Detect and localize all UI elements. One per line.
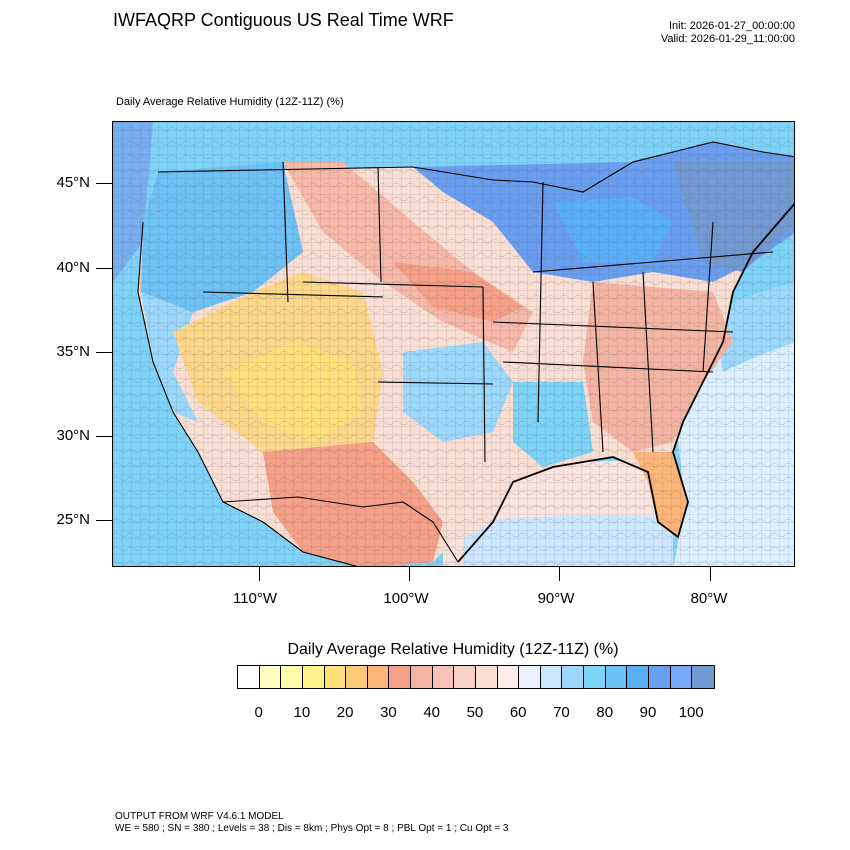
colorbar-swatch	[605, 666, 628, 688]
colorbar-swatch	[540, 666, 563, 688]
colorbar-swatch	[259, 666, 282, 688]
lon-label-80w: 80°W	[690, 590, 728, 607]
lon-tick	[710, 567, 711, 581]
colorbar-swatch	[238, 666, 260, 688]
colorbar-swatch	[324, 666, 347, 688]
humidity-map	[113, 122, 794, 566]
contour-overlay	[113, 122, 794, 566]
lat-tick	[96, 436, 112, 437]
lon-tick	[409, 567, 410, 581]
colorbar-tick-label: 100	[678, 704, 704, 721]
model-info-line1: OUTPUT FROM WRF V4.6.1 MODEL	[115, 811, 284, 822]
colorbar-swatch	[367, 666, 390, 688]
page-title: IWFAQRP Contiguous US Real Time WRF	[113, 10, 454, 30]
lat-tick	[96, 352, 112, 353]
field-label: Daily Average Relative Humidity (12Z-11Z…	[116, 96, 344, 108]
map-panel	[112, 121, 795, 567]
lat-label-30: 30°N	[56, 427, 90, 444]
colorbar-swatch	[389, 666, 411, 688]
lat-tick	[96, 183, 112, 184]
colorbar-tick-label: 10	[293, 704, 311, 721]
colorbar-tick-label: 20	[336, 704, 354, 721]
colorbar-tick-label: 0	[254, 704, 263, 721]
colorbar-swatch	[454, 666, 476, 688]
colorbar-swatch	[670, 666, 693, 688]
lon-label-90w: 90°W	[537, 590, 575, 607]
lon-label-100w: 100°W	[383, 590, 429, 607]
colorbar-tick-label: 60	[509, 704, 527, 721]
colorbar-swatch	[302, 666, 325, 688]
gulf-coastline	[457, 202, 794, 563]
colorbar-tick-label: 90	[639, 704, 657, 721]
lat-label-25: 25°N	[56, 511, 90, 528]
init-time: Init: 2026-01-27_00:00:00	[669, 20, 795, 32]
lat-label-45: 45°N	[56, 174, 90, 191]
colorbar-swatch	[692, 666, 714, 688]
lon-label-110w: 110°W	[232, 590, 278, 607]
colorbar-title: Daily Average Relative Humidity (12Z-11Z…	[287, 641, 619, 658]
colorbar-swatch	[432, 666, 455, 688]
lat-label-40: 40°N	[56, 259, 90, 276]
colorbar-swatch	[411, 666, 433, 688]
colorbar-swatch	[627, 666, 649, 688]
colorbar-tick-label: 50	[466, 704, 484, 721]
state-borders	[137, 141, 794, 566]
lat-label-35: 35°N	[56, 343, 90, 360]
colorbar-swatch	[281, 666, 303, 688]
colorbar-tick-label: 40	[423, 704, 440, 721]
lon-tick	[259, 567, 260, 581]
colorbar-tick-label: 70	[553, 704, 570, 721]
colorbar-swatch	[497, 666, 520, 688]
colorbar-swatch	[346, 666, 368, 688]
colorbar-tick-label: 80	[596, 704, 614, 721]
colorbar-swatch	[584, 666, 606, 688]
lon-tick	[559, 567, 560, 581]
colorbar-swatch	[562, 666, 584, 688]
valid-time: Valid: 2026-01-29_11:00:00	[660, 33, 795, 45]
lat-tick	[96, 268, 112, 269]
colorbar-tick-label: 30	[380, 704, 397, 721]
colorbar-swatch	[475, 666, 498, 688]
colorbar	[237, 665, 715, 689]
model-info-line2: WE = 580 ; SN = 380 ; Levels = 38 ; Dis …	[115, 823, 509, 834]
lat-tick	[96, 520, 112, 521]
colorbar-swatch	[519, 666, 541, 688]
colorbar-swatch	[648, 666, 671, 688]
